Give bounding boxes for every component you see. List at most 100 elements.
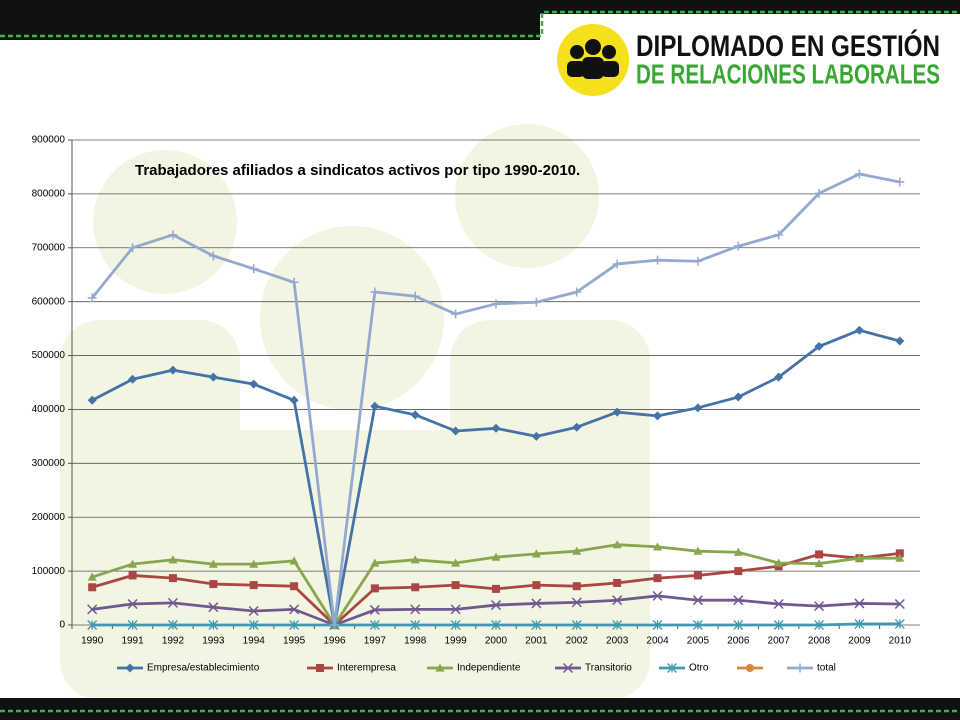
- marker: [733, 620, 744, 630]
- marker: [125, 663, 135, 673]
- marker: [692, 595, 703, 606]
- y-tick-label: 500000: [32, 350, 66, 361]
- x-tick-label: 1992: [162, 636, 185, 647]
- marker: [289, 620, 300, 630]
- marker: [814, 341, 824, 351]
- y-tick-label: 800000: [32, 189, 66, 200]
- marker: [734, 567, 743, 576]
- legend-label: Independiente: [457, 663, 521, 674]
- marker: [572, 287, 582, 297]
- marker: [208, 602, 219, 613]
- marker: [249, 264, 259, 274]
- x-tick-label: 1996: [323, 636, 346, 647]
- marker: [369, 620, 380, 630]
- marker: [653, 574, 662, 583]
- marker: [854, 598, 865, 609]
- marker: [894, 598, 905, 610]
- x-tick-label: 2002: [566, 636, 589, 647]
- marker: [773, 620, 784, 630]
- marker: [168, 230, 178, 240]
- marker: [249, 581, 258, 590]
- y-tick-label: 600000: [32, 296, 66, 307]
- marker: [612, 620, 623, 630]
- marker: [693, 546, 703, 555]
- x-tick-label: 2004: [646, 636, 669, 647]
- marker: [814, 559, 824, 568]
- marker: [370, 558, 380, 567]
- marker: [87, 604, 98, 615]
- x-tick-label: 1993: [202, 636, 225, 647]
- y-tick-label: 700000: [32, 242, 66, 253]
- marker: [290, 582, 299, 591]
- marker: [572, 546, 582, 555]
- marker: [167, 620, 178, 630]
- marker: [369, 604, 380, 615]
- marker: [854, 325, 864, 335]
- marker: [612, 259, 622, 269]
- x-tick-label: 2005: [687, 636, 710, 647]
- marker: [128, 571, 137, 580]
- legend-label: Otro: [689, 663, 709, 674]
- y-tick-label: 100000: [32, 566, 66, 577]
- marker: [128, 243, 138, 253]
- legend-label: Interempresa: [337, 663, 396, 674]
- marker: [208, 559, 218, 568]
- marker: [492, 584, 500, 593]
- marker: [410, 410, 420, 420]
- marker: [814, 601, 825, 612]
- marker: [450, 604, 461, 615]
- marker: [693, 403, 703, 413]
- marker: [435, 663, 445, 672]
- marker: [248, 605, 259, 617]
- marker: [693, 256, 703, 266]
- marker: [410, 291, 420, 301]
- marker: [87, 572, 97, 581]
- marker: [814, 188, 824, 198]
- marker: [411, 583, 420, 592]
- y-tick-label: 900000: [32, 135, 66, 146]
- marker: [652, 620, 663, 630]
- marker: [854, 553, 864, 562]
- x-tick-label: 2010: [889, 636, 912, 647]
- legend-label: total: [817, 663, 836, 674]
- marker: [773, 598, 784, 610]
- chart: 0 100000 200000 300000 400000 500000 600000 700…: [32, 135, 920, 674]
- marker: [289, 395, 299, 405]
- y-tick-label: 400000: [32, 404, 66, 415]
- marker: [612, 595, 623, 606]
- marker: [746, 664, 754, 672]
- marker: [612, 407, 622, 417]
- marker: [531, 620, 542, 630]
- marker: [531, 598, 542, 609]
- x-tick-label: 2003: [606, 636, 629, 647]
- marker: [209, 580, 218, 589]
- marker: [733, 392, 743, 402]
- marker: [572, 422, 582, 432]
- marker: [168, 365, 178, 375]
- x-tick-label: 1998: [404, 636, 427, 647]
- chart-title: Trabajadores afiliados a sindicatos acti…: [135, 162, 580, 179]
- marker: [854, 169, 864, 179]
- marker: [168, 555, 178, 564]
- marker: [491, 620, 501, 630]
- marker: [895, 553, 905, 562]
- marker: [895, 549, 904, 558]
- marker: [451, 426, 461, 436]
- marker: [572, 582, 581, 591]
- top-bar: [0, 0, 960, 40]
- marker: [249, 559, 259, 568]
- x-tick-label: 1999: [444, 636, 467, 647]
- marker: [451, 558, 461, 567]
- marker: [410, 604, 421, 615]
- y-tick-label: 300000: [32, 458, 66, 469]
- marker: [450, 620, 461, 630]
- marker: [316, 664, 324, 672]
- legend-label: Transitorio: [585, 663, 632, 674]
- x-tick-label: 1997: [364, 636, 387, 647]
- y-tick-label: 200000: [32, 512, 66, 523]
- marker: [774, 558, 784, 567]
- marker: [693, 571, 702, 580]
- marker: [733, 241, 743, 251]
- marker: [128, 374, 138, 384]
